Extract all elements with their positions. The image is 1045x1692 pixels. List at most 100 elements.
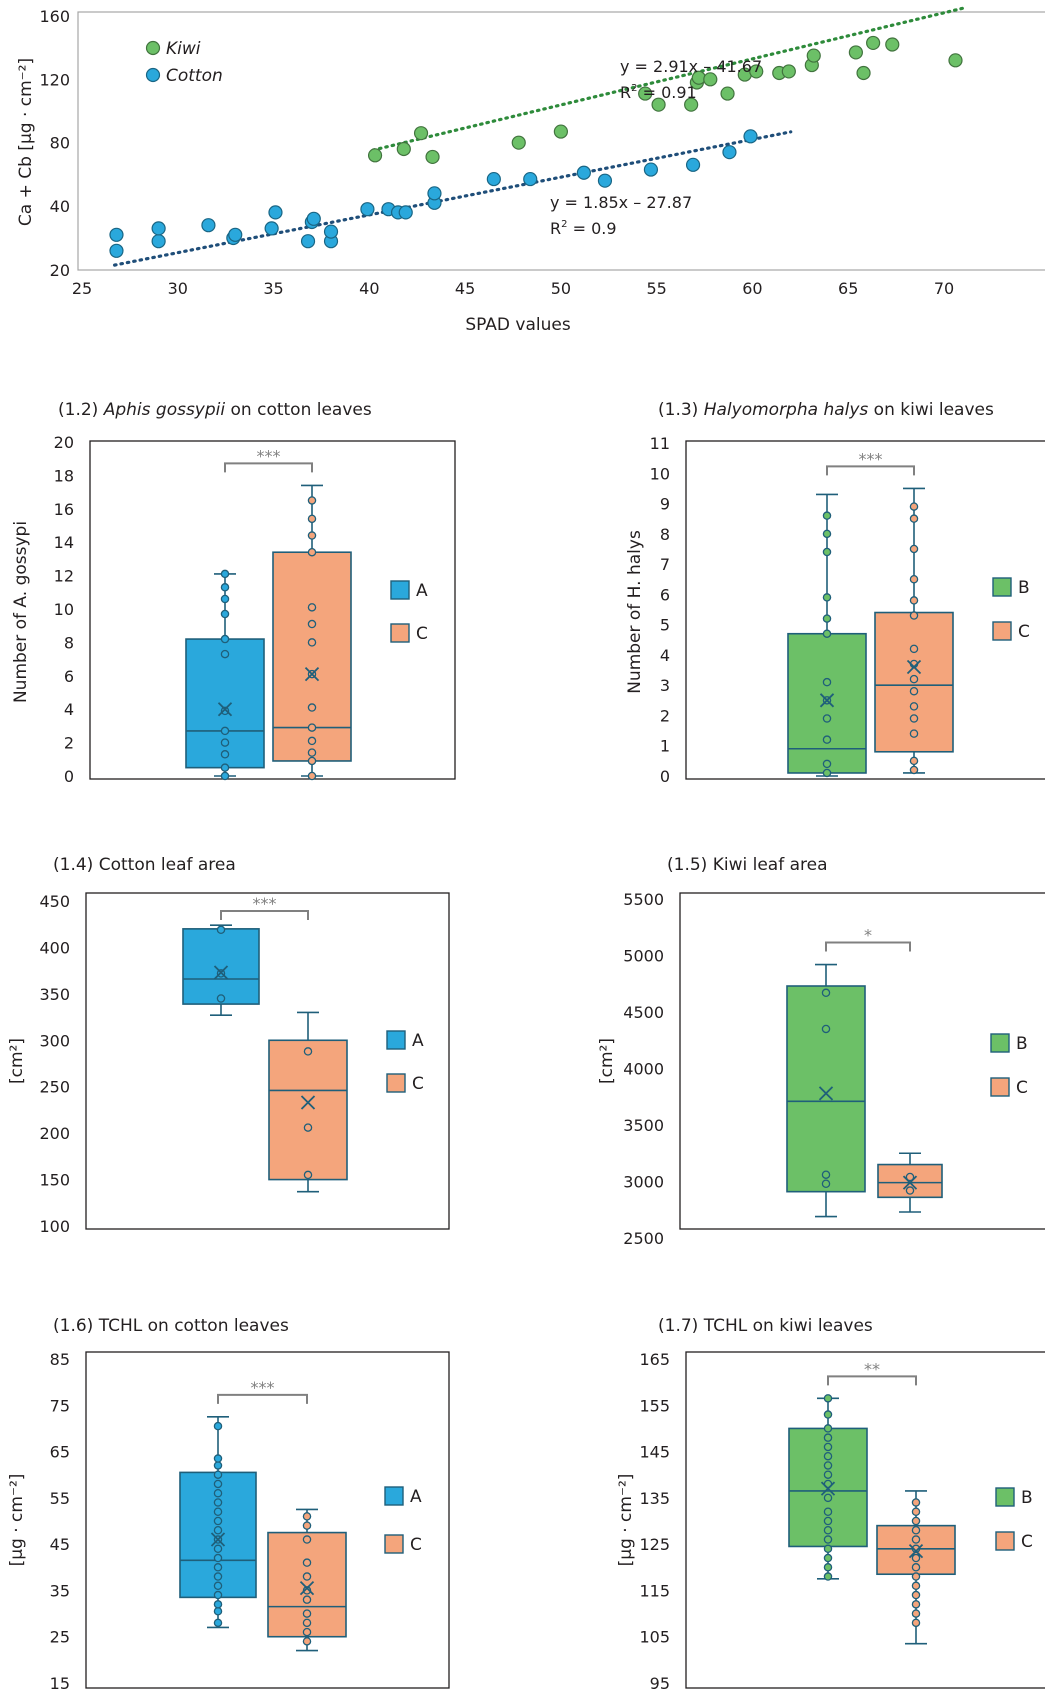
y-tick-label: 15 — [50, 1674, 70, 1692]
data-point — [307, 756, 317, 766]
y-tick-label: 2500 — [623, 1229, 664, 1248]
y-axis-label: [cm²] — [597, 1038, 617, 1084]
y-tick-label: 135 — [639, 1489, 670, 1508]
title-prefix: (1.4) — [53, 855, 99, 875]
legend-label: C — [1016, 1078, 1028, 1098]
data-point — [909, 514, 919, 523]
data-point — [220, 649, 230, 659]
y-tick-label: 45 — [50, 1535, 70, 1554]
data-point — [307, 514, 317, 524]
data-point — [109, 227, 124, 242]
data-point — [264, 221, 279, 236]
data-point — [302, 1572, 312, 1581]
data-point — [213, 1516, 223, 1526]
legend-swatch — [386, 1030, 406, 1050]
data-point — [523, 171, 538, 187]
plot-frame — [685, 1351, 1045, 1689]
data-point — [823, 1516, 833, 1526]
data-point — [300, 234, 316, 249]
y-tick-label: 75 — [50, 1396, 70, 1415]
y-tick-label: 1 — [660, 737, 670, 756]
y-axis-label: Number of H. halys — [625, 530, 645, 694]
data-point — [303, 1047, 313, 1056]
legend-label: B — [1021, 1488, 1033, 1508]
plot-frame — [685, 440, 1045, 780]
y-axis-label: [µg · cm⁻²] — [7, 1474, 27, 1567]
data-point — [911, 1544, 921, 1554]
data-point — [821, 988, 831, 998]
legend-label: C — [416, 624, 428, 644]
box-b — [788, 1394, 868, 1581]
data-point — [685, 157, 701, 172]
data-point — [823, 1424, 833, 1433]
data-point — [909, 611, 919, 620]
y-tick-label: 0 — [660, 767, 670, 786]
data-point — [911, 1563, 921, 1572]
legend-swatch — [990, 1033, 1010, 1053]
data-point — [720, 86, 735, 101]
x-tick-label: 55 — [646, 279, 666, 298]
data-point — [151, 234, 166, 249]
data-point — [398, 205, 413, 220]
legend-swatch — [995, 1531, 1015, 1551]
y-tick-label: 8 — [64, 633, 74, 652]
y-tick-label: 10 — [650, 464, 670, 483]
x-tick-label: 35 — [263, 279, 283, 298]
legend-swatch — [390, 580, 410, 600]
data-point — [823, 1451, 833, 1461]
x-tick-label: 25 — [72, 279, 92, 298]
r-squared: R2 = 0.91 — [620, 83, 697, 102]
data-point — [823, 1507, 833, 1516]
trendline — [371, 6, 965, 152]
box-plot-panel: (1.7) TCHL on kiwi leaves 95 105 115 125 135 1… — [616, 1316, 1045, 1692]
significance-bracket — [826, 465, 915, 476]
data-point — [213, 1607, 223, 1616]
data-point — [220, 738, 230, 747]
data-point — [822, 759, 832, 769]
title-italic: Aphis gossypii — [103, 400, 226, 420]
significance-label: * — [864, 926, 872, 945]
data-point — [216, 925, 226, 935]
y-tick-label: 10 — [54, 600, 74, 619]
y-tick-label: 80 — [50, 134, 70, 153]
y-tick-label: 25 — [50, 1628, 70, 1647]
data-point — [303, 1170, 313, 1180]
y-tick-label: 4 — [660, 646, 670, 665]
mean-marker — [304, 666, 320, 682]
significance-bracket — [825, 941, 911, 952]
data-point — [302, 1618, 312, 1628]
y-tick-label: 155 — [639, 1396, 670, 1415]
y-tick-label: 400 — [39, 938, 70, 957]
mean-marker — [300, 1095, 316, 1110]
data-point — [651, 97, 666, 112]
box-b — [786, 963, 866, 1218]
y-tick-label: 6 — [64, 667, 74, 686]
title-italic: Halyomorpha halys — [704, 400, 869, 420]
significance-label: *** — [251, 1378, 275, 1397]
data-point — [213, 1526, 223, 1535]
data-point — [823, 1442, 833, 1452]
r-squared-value: = 0.91 — [638, 83, 697, 102]
y-tick-label: 3500 — [623, 1116, 664, 1135]
x-tick-label: 60 — [742, 279, 762, 298]
data-point — [302, 1627, 312, 1637]
r-squared-label: R — [620, 83, 631, 102]
data-point — [823, 1493, 833, 1503]
mean-marker — [213, 965, 229, 980]
box-c — [272, 484, 352, 781]
data-point — [268, 205, 283, 220]
y-tick-label: 85 — [50, 1350, 70, 1369]
legend-label: B — [1018, 578, 1030, 598]
data-point — [213, 1470, 223, 1479]
data-point — [307, 547, 317, 557]
box-plot-panel: (1.2) Aphis gossypii on cotton leaves 0 2 4… — [11, 400, 456, 786]
data-point — [823, 1563, 833, 1572]
significance-bracket — [220, 910, 309, 920]
data-point — [822, 768, 832, 778]
data-point — [302, 1558, 312, 1567]
mean-marker — [210, 1532, 226, 1547]
r-squared-superscript: 2 — [631, 83, 637, 94]
data-point — [307, 703, 317, 712]
data-point — [213, 1553, 223, 1563]
data-point — [911, 1516, 921, 1526]
